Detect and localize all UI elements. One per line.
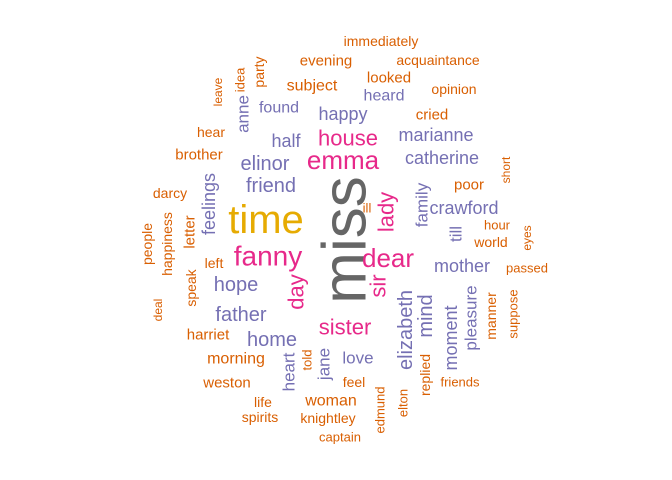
word-moment: moment — [441, 305, 461, 370]
word-time: time — [228, 198, 304, 242]
word-happy: happy — [318, 104, 367, 124]
word-acquaintance: acquaintance — [396, 52, 480, 68]
word-jane: jane — [315, 348, 334, 381]
word-love: love — [342, 349, 373, 368]
word-father: father — [215, 304, 266, 326]
word-mother: mother — [434, 256, 490, 276]
word-told: told — [300, 350, 315, 371]
word-crawford: crawford — [429, 198, 498, 218]
word-immediately: immediately — [344, 33, 419, 49]
word-hour: hour — [484, 218, 511, 233]
word-mind: mind — [415, 294, 437, 337]
word-till: till — [447, 226, 466, 242]
word-elinor: elinor — [241, 153, 290, 175]
word-replied: replied — [417, 354, 433, 396]
word-morning: morning — [207, 351, 265, 368]
word-subject: subject — [287, 78, 338, 95]
word-evening: evening — [300, 53, 353, 70]
word-happiness: happiness — [159, 212, 175, 276]
word-life: life — [254, 394, 272, 410]
word-sir: sir — [366, 274, 391, 297]
word-day: day — [284, 274, 309, 309]
word-sister: sister — [319, 315, 372, 340]
word-edmund: edmund — [373, 387, 388, 434]
word-dear: dear — [362, 243, 414, 273]
word-home: home — [247, 329, 297, 351]
word-anne: anne — [234, 95, 253, 133]
word-looked: looked — [367, 70, 411, 87]
word-marianne: marianne — [398, 125, 473, 145]
word-poor: poor — [454, 177, 484, 194]
word-heard: heard — [364, 88, 405, 105]
word-cried: cried — [416, 107, 449, 124]
word-brother: brother — [175, 147, 223, 164]
word-woman: woman — [304, 393, 357, 410]
word-suppose: suppose — [506, 289, 521, 338]
word-fanny: fanny — [234, 241, 303, 272]
word-short: short — [499, 156, 513, 183]
word-world: world — [473, 234, 507, 250]
word-feelings: feelings — [199, 173, 219, 235]
word-passed: passed — [506, 261, 548, 276]
word-lady: lady — [374, 192, 399, 232]
word-heart: heart — [280, 352, 299, 391]
word-hear: hear — [197, 124, 225, 140]
word-friends: friends — [440, 375, 480, 390]
word-knightley: knightley — [300, 410, 355, 426]
word-left: left — [205, 255, 224, 271]
word-ill: ill — [363, 201, 372, 216]
word-elizabeth: elizabeth — [395, 290, 417, 370]
word-leave: leave — [211, 77, 225, 106]
word-spirits: spirits — [242, 409, 279, 425]
word-letter: letter — [182, 215, 199, 248]
word-weston: weston — [202, 375, 251, 392]
word-manner: manner — [483, 292, 499, 340]
word-elton: elton — [396, 389, 411, 417]
word-feel: feel — [343, 374, 366, 390]
word-eyes: eyes — [520, 225, 534, 250]
word-found: found — [259, 100, 299, 117]
word-darcy: darcy — [153, 185, 187, 201]
word-party: party — [251, 56, 267, 87]
word-emma: emma — [307, 145, 380, 175]
word-harriet: harriet — [187, 327, 230, 344]
word-house: house — [318, 126, 378, 151]
word-family: family — [413, 182, 432, 227]
word-speak: speak — [183, 268, 199, 306]
word-idea: idea — [233, 67, 248, 92]
word-friend: friend — [246, 175, 296, 197]
word-opinion: opinion — [431, 81, 476, 97]
word-pleasure: pleasure — [462, 285, 481, 350]
word-captain: captain — [319, 430, 361, 445]
word-half: half — [271, 131, 301, 151]
word-miss: miss — [311, 176, 380, 303]
word-catherine: catherine — [405, 148, 479, 168]
word-deal: deal — [151, 299, 165, 322]
word-people: people — [139, 223, 155, 265]
word-hope: hope — [214, 274, 259, 296]
